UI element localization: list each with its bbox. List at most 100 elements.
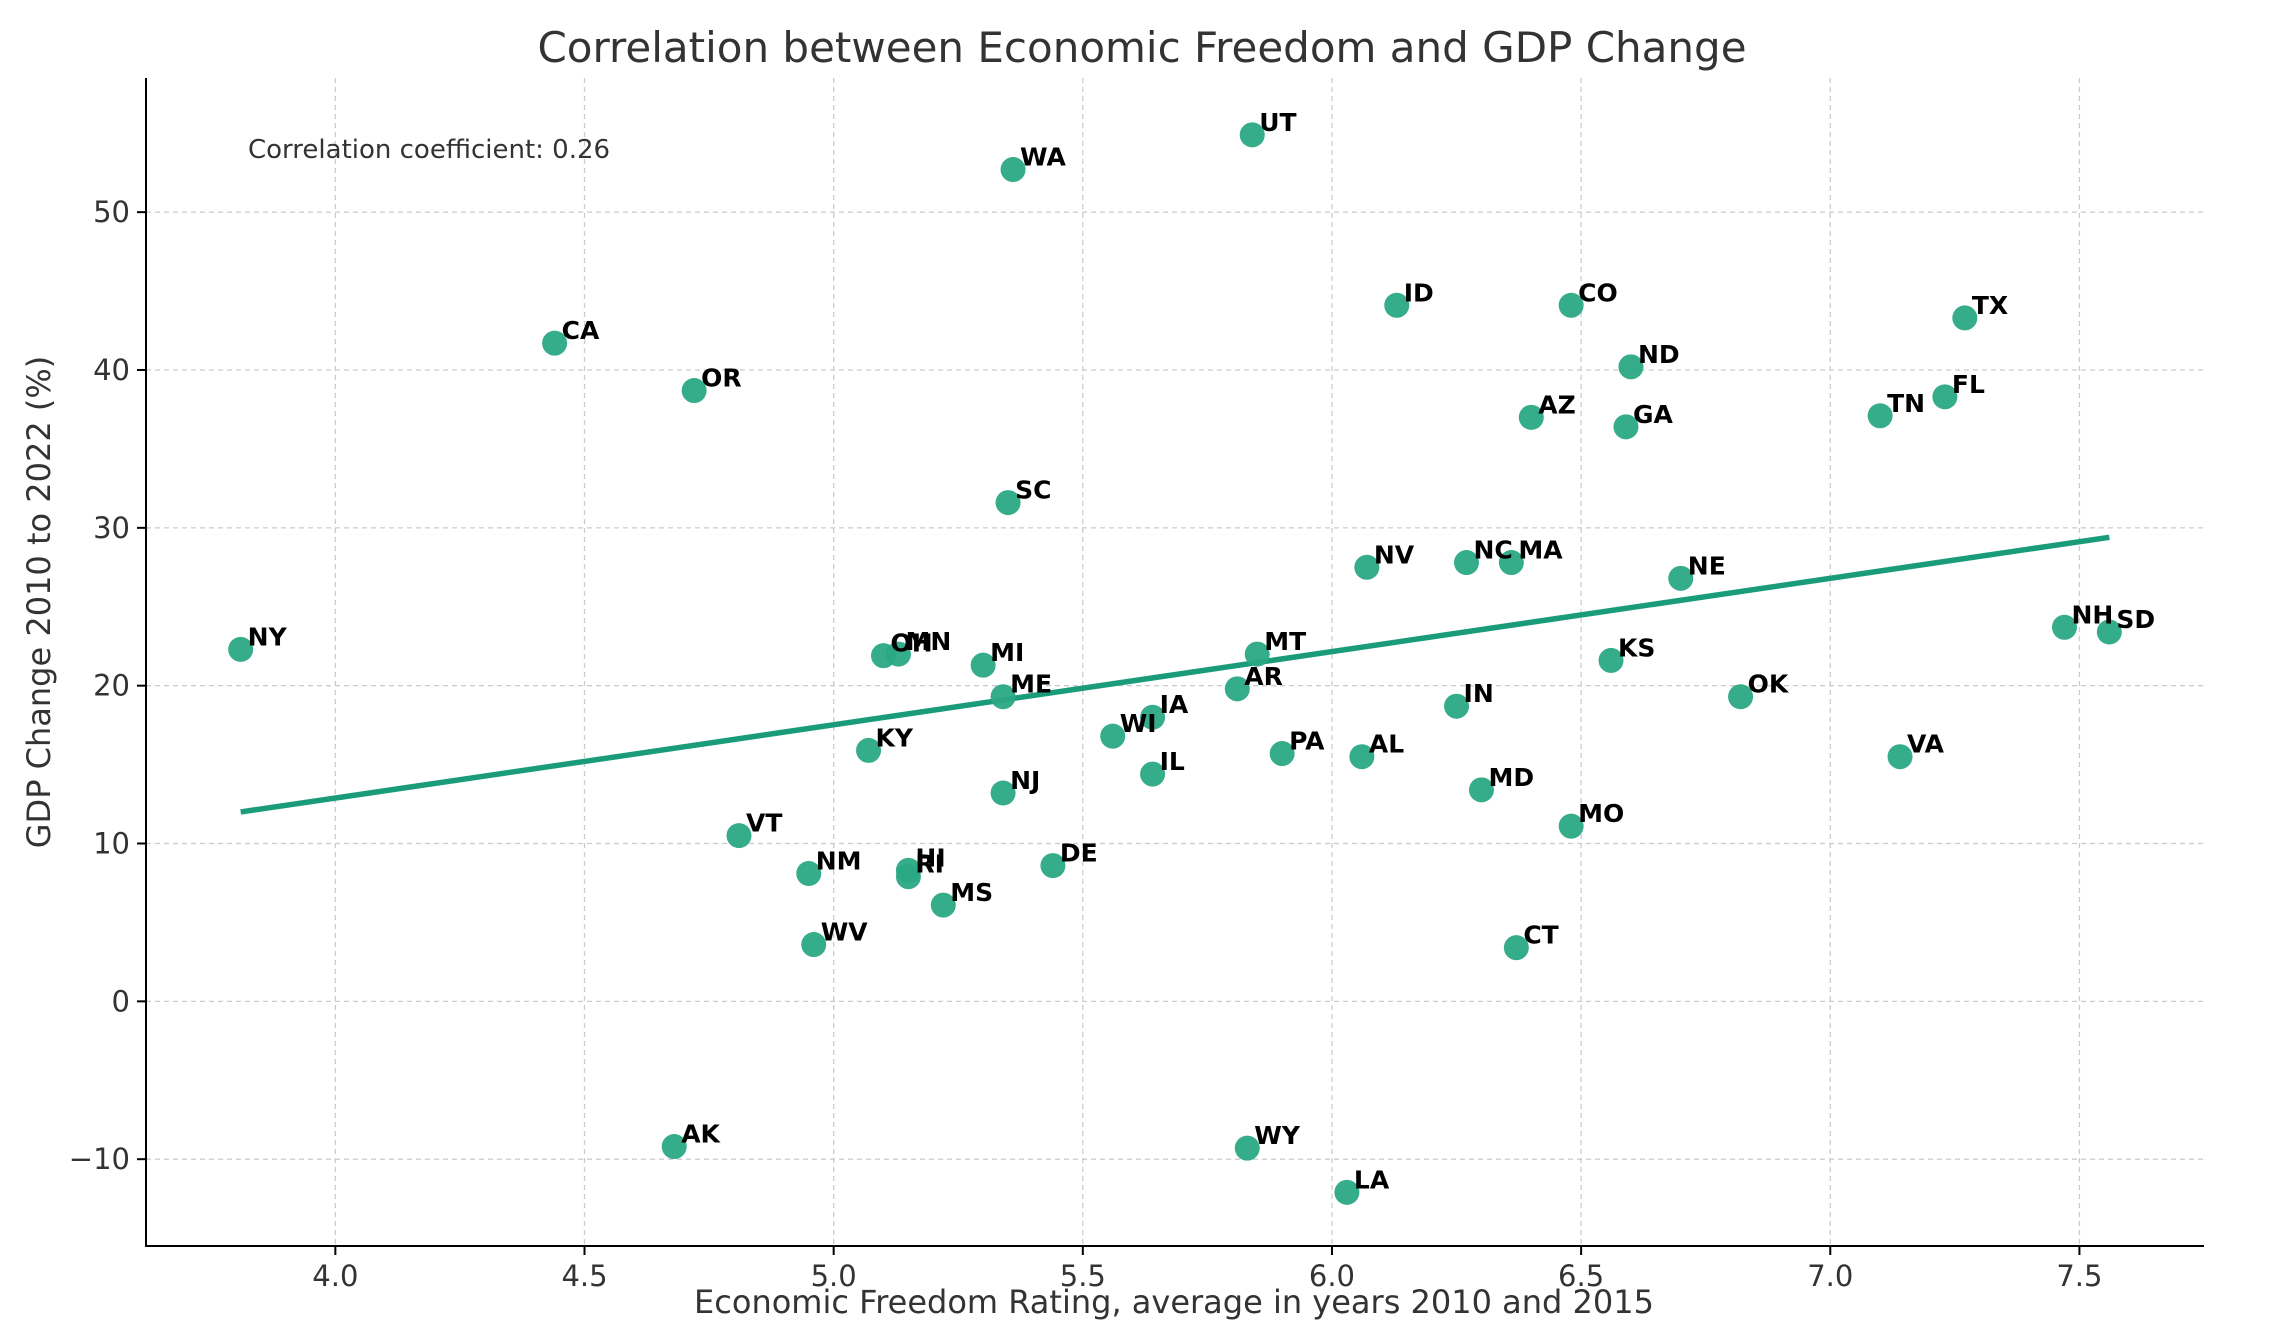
axes-spines <box>145 78 2204 1247</box>
point-label-id: ID <box>1404 278 1434 307</box>
point-label-pa: PA <box>1289 727 1325 756</box>
trend-layer <box>240 534 2110 815</box>
x-tick-label: 5.0 <box>811 1259 857 1293</box>
point-label-tx: TX <box>1972 291 2008 320</box>
data-point-ca <box>542 330 568 356</box>
data-point-nc <box>1454 550 1480 576</box>
y-axis-label: GDP Change 2010 to 2022 (%) <box>20 356 58 848</box>
grid-lines <box>146 78 2204 1246</box>
point-label-md: MD <box>1488 763 1534 792</box>
data-point-wv <box>801 932 827 958</box>
data-point-la <box>1334 1179 1360 1205</box>
x-axis-label: Economic Freedom Rating, average in year… <box>694 1283 1654 1321</box>
data-point-nd <box>1618 354 1644 380</box>
data-point-ar <box>1224 676 1250 702</box>
point-label-nv: NV <box>1374 540 1415 569</box>
point-label-ut: UT <box>1259 108 1296 137</box>
data-point-ma <box>1498 550 1524 576</box>
point-label-wy: WY <box>1254 1121 1301 1150</box>
point-label-ne: NE <box>1688 551 1726 580</box>
data-point-mi <box>970 652 996 678</box>
y-tick-label: 30 <box>93 511 130 545</box>
point-label-al: AL <box>1369 730 1404 759</box>
data-point-in <box>1444 693 1470 719</box>
point-label-wa: WA <box>1020 143 1066 172</box>
data-point-fl <box>1932 384 1958 410</box>
point-label-me: ME <box>1010 670 1052 699</box>
x-tick-label: 7.0 <box>1807 1259 1853 1293</box>
point-label-de: DE <box>1060 839 1098 868</box>
data-point-ne <box>1668 565 1694 591</box>
point-label-nh: NH <box>2071 600 2113 629</box>
data-point-nj <box>990 780 1016 806</box>
point-label-or: OR <box>701 364 742 393</box>
point-label-oh: OH <box>890 629 932 658</box>
x-tick-label: 4.5 <box>561 1259 607 1293</box>
data-point-ia <box>1140 704 1166 730</box>
data-point-mo <box>1558 813 1584 839</box>
data-point-va <box>1887 744 1913 770</box>
point-label-ca: CA <box>562 316 600 345</box>
data-point-wi <box>1100 723 1126 749</box>
x-tick-label: 5.5 <box>1060 1259 1106 1293</box>
point-label-mi: MI <box>990 638 1024 667</box>
x-tick-label: 6.5 <box>1558 1259 1604 1293</box>
point-label-wv: WV <box>821 918 869 947</box>
point-label-ak: AK <box>681 1120 721 1149</box>
y-tick-label: 20 <box>93 669 130 703</box>
data-point-ct <box>1503 935 1529 961</box>
data-point-ny <box>228 636 254 662</box>
point-label-ok: OK <box>1748 670 1790 699</box>
point-label-ct: CT <box>1523 921 1558 950</box>
data-point-sd <box>2096 619 2122 645</box>
data-point-ky <box>856 737 882 763</box>
data-point-tn <box>1867 403 1893 429</box>
data-point-nh <box>2051 614 2077 640</box>
data-point-vt <box>726 823 752 849</box>
data-point-mn <box>885 641 911 667</box>
point-label-wi: WI <box>1120 709 1157 738</box>
point-label-nm: NM <box>816 847 862 876</box>
chart-title: Correlation between Economic Freedom and… <box>537 23 1746 72</box>
point-label-fl: FL <box>1952 370 1985 399</box>
data-point-tx <box>1952 305 1978 331</box>
correlation-annotation: Correlation coefficient: 0.26 <box>248 135 610 165</box>
data-point-or <box>681 378 707 404</box>
point-label-nc: NC <box>1474 536 1513 565</box>
data-point-ak <box>661 1134 687 1160</box>
point-label-ks: KS <box>1618 633 1655 662</box>
point-label-ms: MS <box>950 878 993 907</box>
x-tick-label: 4.0 <box>312 1259 358 1293</box>
data-point-pa <box>1269 741 1295 767</box>
x-tick-label: 6.0 <box>1309 1259 1355 1293</box>
data-point-wy <box>1234 1135 1260 1161</box>
data-points <box>228 122 2122 1205</box>
point-label-ma: MA <box>1518 536 1563 565</box>
data-point-ri <box>895 864 921 890</box>
data-point-id <box>1384 292 1410 318</box>
point-label-ar: AR <box>1244 662 1283 691</box>
y-axis-ticks: −10 0 10 20 30 40 50 <box>69 195 146 1176</box>
data-point-me <box>990 684 1016 710</box>
data-point-il <box>1140 761 1166 787</box>
point-label-co: CO <box>1578 278 1618 307</box>
y-tick-label: 10 <box>93 827 130 861</box>
point-label-va: VA <box>1907 730 1945 759</box>
point-label-tn: TN <box>1887 389 1925 418</box>
data-point-ut <box>1239 122 1265 148</box>
point-label-ky: KY <box>876 723 914 752</box>
data-point-co <box>1558 292 1584 318</box>
point-label-mn: MN <box>905 627 951 656</box>
point-label-mt: MT <box>1264 627 1306 656</box>
data-point-nm <box>796 861 822 887</box>
y-tick-label: 50 <box>93 195 130 229</box>
data-point-ms <box>930 892 956 918</box>
data-point-ks <box>1598 647 1624 673</box>
data-point-ga <box>1613 414 1639 440</box>
point-label-ga: GA <box>1633 400 1674 429</box>
x-tick-label: 7.5 <box>2056 1259 2102 1293</box>
point-label-ny: NY <box>248 622 288 651</box>
x-axis-ticks: 4.0 4.5 5.0 5.5 6.0 6.5 7.0 7.5 <box>312 1246 2102 1293</box>
data-point-de <box>1040 853 1066 879</box>
